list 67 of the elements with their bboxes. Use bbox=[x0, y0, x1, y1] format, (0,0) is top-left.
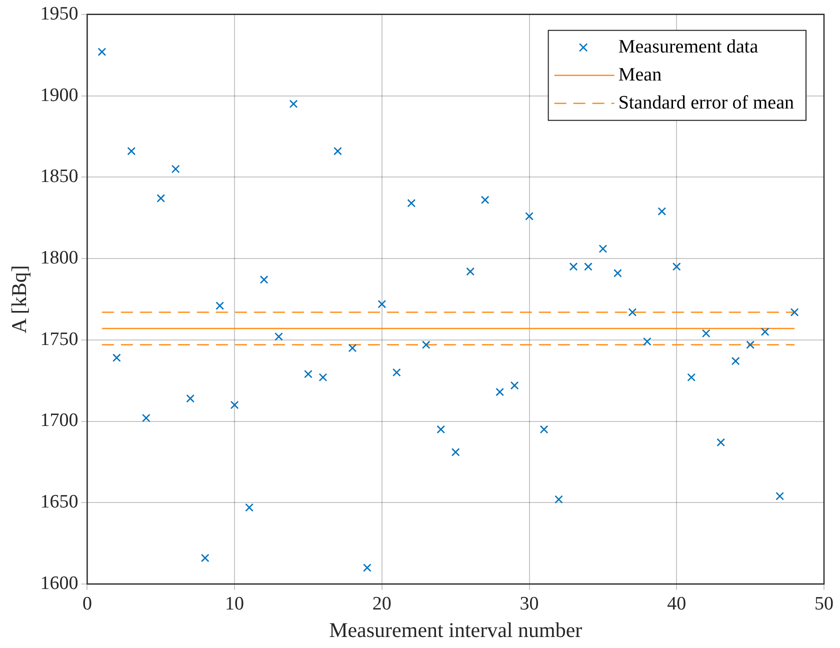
y-tick-label: 1800 bbox=[40, 248, 78, 268]
y-tick-label: 1900 bbox=[40, 84, 78, 106]
x-tick-label: 20 bbox=[372, 593, 392, 614]
point bbox=[260, 275, 268, 284]
legend-label: Measurement data bbox=[618, 36, 759, 58]
y-tick-label: 1600 bbox=[40, 572, 78, 594]
point bbox=[318, 373, 328, 382]
point bbox=[436, 425, 446, 434]
point bbox=[584, 262, 592, 271]
x-tick-label: 40 bbox=[667, 593, 686, 614]
point bbox=[230, 400, 239, 410]
legend-label: Standard error of mean bbox=[618, 92, 794, 114]
x-axis-title: Measurement interval number bbox=[329, 618, 582, 642]
point bbox=[216, 302, 224, 310]
point bbox=[687, 373, 696, 382]
point bbox=[378, 300, 386, 308]
point bbox=[642, 337, 652, 346]
point bbox=[672, 262, 681, 271]
point bbox=[658, 207, 666, 216]
point bbox=[790, 308, 799, 316]
point bbox=[392, 368, 401, 377]
point bbox=[451, 448, 460, 456]
point bbox=[186, 394, 195, 403]
point bbox=[289, 100, 298, 108]
point bbox=[274, 332, 283, 341]
point bbox=[540, 425, 548, 434]
y-axis-title: A [kBq] bbox=[7, 265, 32, 334]
point bbox=[422, 340, 430, 349]
point bbox=[525, 212, 534, 220]
x-tick-label: 50 bbox=[814, 593, 834, 614]
point bbox=[731, 356, 740, 366]
point bbox=[628, 308, 637, 316]
point bbox=[171, 164, 180, 174]
point bbox=[614, 268, 622, 278]
point bbox=[200, 554, 210, 562]
point bbox=[363, 564, 372, 572]
point bbox=[142, 414, 150, 422]
point bbox=[304, 370, 312, 378]
point bbox=[776, 492, 784, 500]
point bbox=[466, 267, 475, 276]
point bbox=[127, 146, 136, 156]
point bbox=[760, 328, 770, 336]
point bbox=[407, 198, 416, 208]
y-tick-label: 1750 bbox=[40, 328, 78, 350]
point bbox=[348, 344, 357, 352]
point bbox=[702, 329, 710, 338]
point bbox=[112, 354, 121, 362]
point bbox=[716, 438, 726, 447]
y-tick-label: 1850 bbox=[40, 166, 78, 188]
point bbox=[156, 194, 166, 202]
point bbox=[569, 262, 578, 271]
point bbox=[554, 495, 563, 504]
point bbox=[510, 381, 519, 390]
point bbox=[480, 196, 490, 204]
point bbox=[598, 244, 608, 253]
point bbox=[496, 388, 504, 396]
x-tick-label: 30 bbox=[520, 593, 539, 614]
x-tick-label: 0 bbox=[82, 593, 92, 614]
legend-label: Mean bbox=[618, 64, 662, 86]
y-tick-label: 1950 bbox=[40, 3, 78, 24]
point bbox=[746, 340, 755, 349]
x-tick-label: 10 bbox=[225, 593, 244, 614]
point bbox=[98, 48, 106, 56]
point bbox=[334, 146, 342, 156]
y-tick-label: 1650 bbox=[40, 492, 78, 513]
point bbox=[245, 503, 254, 512]
y-tick-label: 1700 bbox=[40, 410, 78, 432]
